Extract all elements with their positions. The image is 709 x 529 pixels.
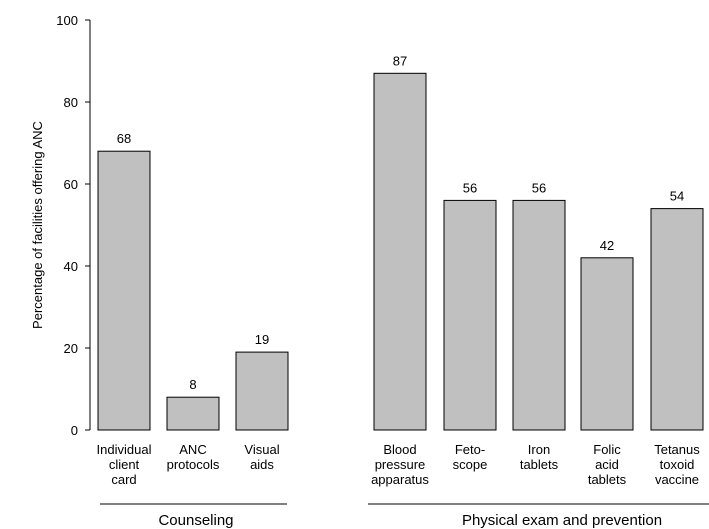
category-label: Feto-scope <box>453 442 488 472</box>
bar <box>374 73 426 430</box>
bar <box>444 200 496 430</box>
bar-value-label: 42 <box>600 238 614 253</box>
bars: 68 8 19 87 56 56 42 54 <box>98 53 703 430</box>
category-label: Visual aids <box>244 442 279 472</box>
bar-value-label: 8 <box>189 377 196 392</box>
bar-value-label: 68 <box>117 131 131 146</box>
y-tick-label: 20 <box>64 341 78 356</box>
bar <box>581 258 633 430</box>
category-label: Iron tablets <box>520 442 559 472</box>
category-label: Blood pressure apparatus <box>371 442 429 487</box>
category-groups: Counseling Physical exam and prevention <box>100 504 709 529</box>
category-label: Folic acid tablets <box>588 442 627 487</box>
y-tick-label: 40 <box>64 259 78 274</box>
y-tick-label: 0 <box>71 423 78 438</box>
bar-value-label: 56 <box>463 180 477 195</box>
group-label: Physical exam and prevention <box>462 512 662 529</box>
bar-value-label: 56 <box>532 180 546 195</box>
bar <box>236 352 288 430</box>
bar <box>98 151 150 430</box>
y-tick-label: 100 <box>56 13 78 28</box>
bar <box>651 209 703 430</box>
group-label: Counseling <box>158 512 233 529</box>
bar-value-label: 19 <box>255 332 269 347</box>
y-axis-ticks: 0 20 40 60 80 100 <box>56 13 90 438</box>
category-label: Individual client card <box>97 442 152 487</box>
y-tick-label: 80 <box>64 95 78 110</box>
x-axis-labels: Individual client card ANC protocols Visual ai… <box>97 442 701 487</box>
category-label: ANC protocols <box>167 442 220 472</box>
bar <box>167 397 219 430</box>
bar-value-label: 87 <box>393 53 407 68</box>
bar-value-label: 54 <box>670 189 684 204</box>
y-axis-label: Percentage of facilities offering ANC <box>30 121 45 329</box>
y-tick-label: 60 <box>64 177 78 192</box>
bar <box>513 200 565 430</box>
category-label: Tetanus toxoid vaccine <box>654 442 700 487</box>
